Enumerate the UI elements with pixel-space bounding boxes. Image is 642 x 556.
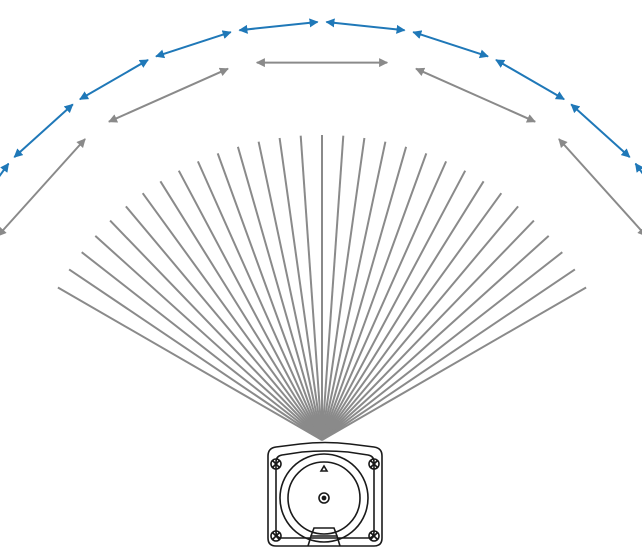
scan-beam <box>236 146 323 441</box>
scan-beam <box>321 153 428 441</box>
scan-beam <box>141 192 323 441</box>
scan-beam <box>321 170 467 441</box>
scan-beam <box>321 235 550 441</box>
scan-beam <box>257 141 323 441</box>
section-double-arrow <box>0 138 86 237</box>
scan-beam <box>321 160 448 441</box>
scan-beam <box>321 268 576 441</box>
scan-beam <box>57 286 323 441</box>
scan-beam <box>321 192 503 441</box>
subdivision-arrows <box>0 18 642 228</box>
scan-beam <box>81 251 323 441</box>
scan-beam <box>196 160 323 441</box>
sensor-device-icon <box>267 441 383 547</box>
scan-beam <box>321 251 563 441</box>
scan-beams <box>57 135 587 441</box>
scan-beam <box>125 205 323 441</box>
subdivision-double-arrow <box>79 59 149 101</box>
screw-icon <box>270 458 282 470</box>
scan-beam <box>321 180 485 441</box>
scan-beam <box>321 137 366 441</box>
scan-beam <box>321 146 408 441</box>
subdivision-double-arrow <box>495 59 565 101</box>
subdivision-double-arrow <box>412 30 489 59</box>
subdivision-double-arrow <box>325 18 406 34</box>
subdivision-double-arrow <box>0 162 10 228</box>
scan-beam <box>321 135 345 441</box>
scan-beam <box>321 286 587 441</box>
subdivision-double-arrow <box>238 18 319 34</box>
scan-beam <box>278 137 323 441</box>
subdivision-double-arrow <box>155 30 232 59</box>
screw-icon <box>368 458 380 470</box>
subdivision-double-arrow <box>570 103 631 158</box>
scan-beam <box>321 205 519 441</box>
section-double-arrow <box>415 67 536 123</box>
screw-icon <box>368 530 380 542</box>
scan-beam <box>321 141 387 441</box>
section-arrows <box>0 58 642 237</box>
scan-beam <box>109 219 323 441</box>
scan-beam <box>68 268 323 441</box>
screw-icon <box>270 530 282 542</box>
subdivision-double-arrow <box>13 103 74 158</box>
section-double-arrow <box>108 67 229 123</box>
scan-beam <box>94 235 323 441</box>
scan-beam <box>321 219 535 441</box>
scan-beam <box>299 135 323 441</box>
section-double-arrow <box>558 138 642 237</box>
scan-beam <box>159 180 323 441</box>
scan-beam <box>216 153 323 441</box>
subdivision-double-arrow <box>634 162 642 228</box>
scan-beam <box>177 170 323 441</box>
